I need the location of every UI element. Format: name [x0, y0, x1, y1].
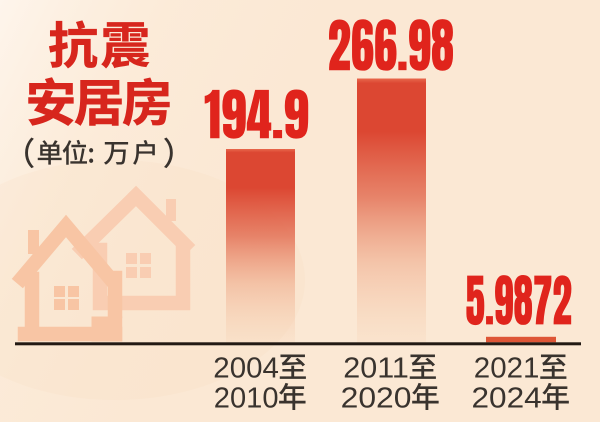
svg-text:2020: 2020 [341, 383, 412, 415]
svg-text:2011: 2011 [343, 353, 409, 385]
svg-text:2021: 2021 [474, 353, 540, 385]
svg-text:2024: 2024 [472, 383, 542, 415]
svg-text:2010: 2010 [214, 383, 279, 415]
svg-text:2004: 2004 [213, 353, 279, 385]
